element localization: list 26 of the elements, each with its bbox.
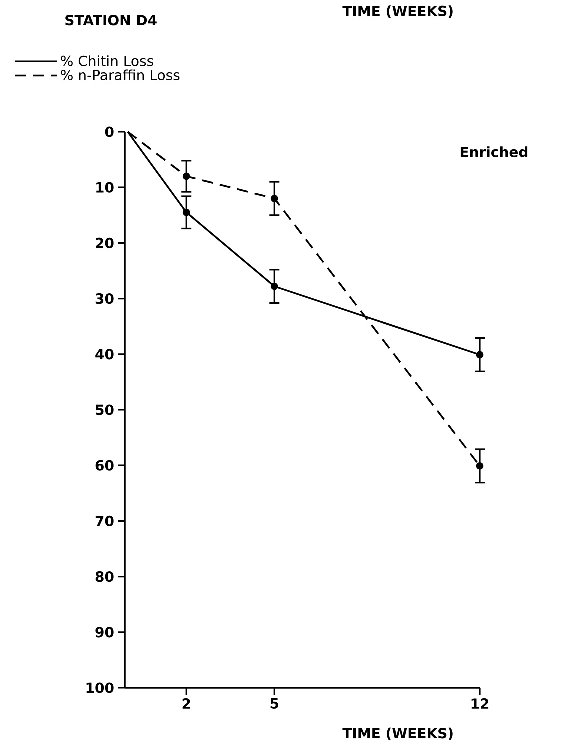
x-tick-label: 12 xyxy=(472,698,489,709)
y-tick-label: 60 xyxy=(96,460,114,471)
legend-label: % n-Paraffin Loss xyxy=(61,70,180,81)
y-tick-label: 30 xyxy=(96,294,114,304)
point xyxy=(182,172,190,180)
text: TIME (WEEKS) xyxy=(342,6,453,18)
x-axis-title: TIME (WEEKS) xyxy=(342,728,453,740)
y-tick-label: 90 xyxy=(96,627,114,638)
y-tick-label: 10 xyxy=(96,182,114,193)
y-tick-label: 100 xyxy=(86,682,114,694)
y-tick-label: 70 xyxy=(96,516,114,527)
chart-title: STATION D4 xyxy=(66,15,157,26)
point xyxy=(270,195,278,202)
y-tick-label: 80 xyxy=(96,572,114,582)
y-tick-label: 0 xyxy=(105,126,114,138)
y-tick-label: 50 xyxy=(96,404,114,416)
point xyxy=(476,462,484,470)
annotation: Enriched xyxy=(460,146,528,158)
point xyxy=(182,208,190,216)
x-tick-label: 5 xyxy=(270,698,279,709)
point xyxy=(270,282,278,290)
legend-label: % Chitin Loss xyxy=(61,56,154,66)
y-tick-label: 20 xyxy=(96,238,114,248)
point xyxy=(476,351,484,359)
y-tick-label: 40 xyxy=(96,349,114,360)
x-tick-label: 2 xyxy=(182,698,190,709)
